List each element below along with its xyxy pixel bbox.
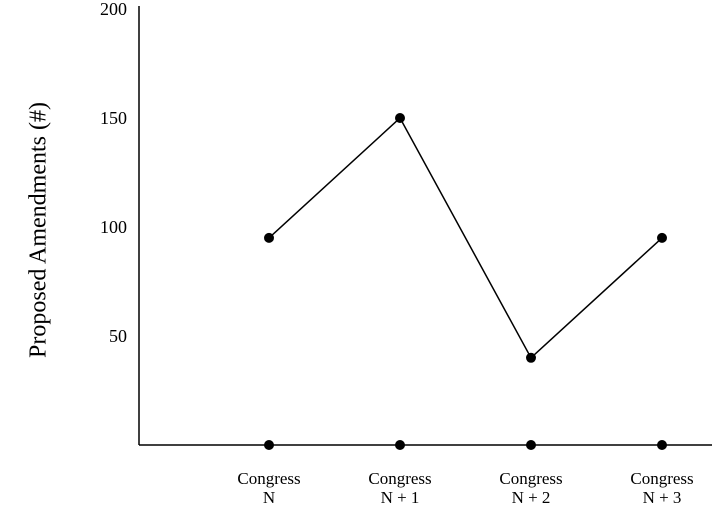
- x-tick-label-2-line-1: N + 2: [512, 488, 551, 507]
- x-tick-label-0-line-1: N: [263, 488, 275, 507]
- baseline-marker-2: [526, 440, 536, 450]
- x-tick-label-2-line-0: Congress: [499, 469, 562, 488]
- baseline-marker-0: [264, 440, 274, 450]
- baseline-marker-1: [395, 440, 405, 450]
- data-point-0: [264, 232, 274, 243]
- data-point-2: [526, 352, 536, 363]
- series: [264, 113, 667, 363]
- baseline-marker-3: [657, 440, 667, 450]
- data-point-3: [657, 232, 667, 243]
- y-tick-labels: 50 100 150 200: [100, 0, 127, 346]
- x-tick-label-3-line-0: Congress: [630, 469, 693, 488]
- y-tick-label-50: 50: [109, 326, 127, 346]
- x-tick-label-1-line-1: N + 1: [381, 488, 420, 507]
- baseline-markers: [264, 440, 667, 450]
- data-point-1: [395, 113, 405, 123]
- x-tick-label-0-line-0: Congress: [237, 469, 300, 488]
- y-tick-label-100: 100: [100, 217, 127, 237]
- y-tick-label-150: 150: [100, 108, 127, 128]
- x-tick-label-1-line-0: Congress: [368, 469, 431, 488]
- axes: [138, 6, 712, 446]
- series-line: [268, 116, 663, 359]
- y-tick-label-200: 200: [100, 0, 127, 19]
- x-tick-label-3-line-1: N + 3: [643, 488, 682, 507]
- y-axis-label: Proposed Amendments (#): [26, 102, 52, 358]
